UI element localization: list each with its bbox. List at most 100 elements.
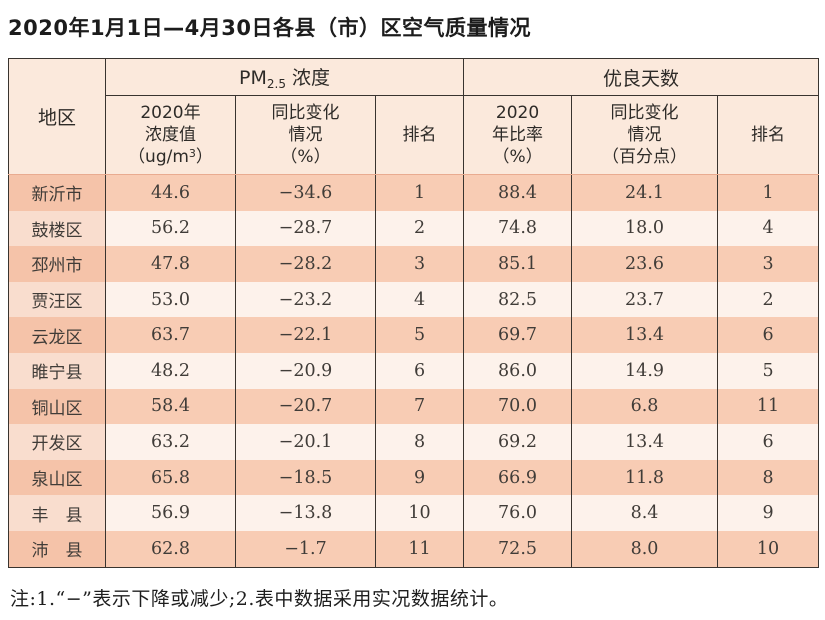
pm-change-cell: −1.7: [235, 530, 376, 568]
pm-rank-cell: 6: [374, 352, 465, 389]
region-cell: 鼓楼区: [8, 210, 106, 247]
table-row: 鼓楼区 56.2 −28.7 2 74.8 18.0 4: [8, 210, 820, 247]
header-sub-row: 2020年 浓度值 （ug/m3） 同比变化 情况 （%） 排名 2020 年比…: [9, 95, 820, 175]
good-rank-cell: 4: [717, 210, 820, 247]
table-row: 泉山区 65.8 −18.5 9 66.9 11.8 8: [8, 459, 820, 496]
pm-value-cell: 48.2: [105, 352, 236, 389]
good-change-cell: 18.0: [571, 210, 719, 247]
pm-change-cell: −18.5: [235, 459, 376, 496]
good-rate-cell: 82.5: [463, 281, 573, 318]
table-row: 开发区 63.2 −20.1 8 69.2 13.4 6: [8, 424, 820, 460]
pm-change-cell: −34.6: [235, 174, 376, 211]
region-cell: 云龙区: [8, 317, 106, 353]
pm-rank-cell: 10: [374, 495, 465, 531]
pm-change-cell: −28.2: [235, 246, 376, 282]
pm-rank-cell: 4: [374, 281, 465, 318]
pm-rank-cell: 2: [374, 210, 465, 247]
pm-value-cell: 56.9: [105, 495, 236, 531]
pm-rank-cell: 3: [374, 246, 465, 282]
header-region: 地区: [8, 58, 106, 175]
header-good-rank: 排名: [717, 95, 820, 175]
good-change-cell: 14.9: [571, 352, 719, 389]
good-rank-cell: 11: [717, 388, 820, 425]
region-cell: 沛 县: [8, 530, 106, 568]
header-pm25-group: PM2.5 浓度: [104, 58, 465, 96]
good-change-cell: 11.8: [571, 459, 719, 496]
pm-change-cell: −28.7: [235, 210, 376, 247]
page-title: 2020年1月1日—4月30日各县（市）区空气质量情况: [8, 16, 532, 40]
good-change-cell: 8.4: [571, 495, 719, 531]
good-change-cell: 24.1: [571, 174, 719, 211]
good-rate-cell: 88.4: [463, 174, 573, 211]
table-row: 丰 县 56.9 −13.8 10 76.0 8.4 9: [8, 495, 820, 531]
pm-rank-cell: 1: [374, 174, 465, 211]
table-row: 沛 县 62.8 −1.7 11 72.5 8.0 10: [8, 530, 820, 568]
header-good-days-group: 优良天数: [463, 58, 820, 96]
footnote: 注:1.“−”表示下降或减少;2.表中数据采用实况数据统计。: [10, 587, 509, 610]
pm-value-cell: 58.4: [105, 388, 236, 425]
good-change-cell: 23.7: [571, 281, 719, 318]
pm25-label-suffix: 浓度: [285, 67, 331, 89]
table-header: 地区 PM2.5 浓度 优良天数 2020年 浓度值 （ug/m3） 同比变化 …: [8, 58, 820, 175]
header-good-change: 同比变化 情况 （百分点）: [571, 95, 719, 175]
pm-value-cell: 53.0: [105, 281, 236, 318]
table-row: 贾汪区 53.0 −23.2 4 82.5 23.7 2: [8, 281, 820, 318]
pm-value-cell: 56.2: [105, 210, 236, 247]
air-quality-table: 地区 PM2.5 浓度 优良天数 2020年 浓度值 （ug/m3） 同比变化 …: [8, 58, 820, 568]
header-group-row: 地区 PM2.5 浓度 优良天数: [8, 58, 820, 175]
region-cell: 邳州市: [8, 246, 106, 282]
region-cell: 贾汪区: [8, 281, 106, 318]
table-row: 邳州市 47.8 −28.2 3 85.1 23.6 3: [8, 246, 820, 282]
pm-value-cell: 62.8: [105, 530, 236, 568]
pm-change-cell: −20.1: [235, 424, 376, 460]
good-rank-cell: 5: [717, 352, 820, 389]
good-rate-cell: 66.9: [463, 459, 573, 496]
pm-change-cell: −20.7: [235, 388, 376, 425]
good-rank-cell: 8: [717, 459, 820, 496]
header-pm-change: 同比变化 情况 （%）: [235, 95, 376, 175]
region-cell: 丰 县: [8, 495, 106, 531]
region-cell: 铜山区: [8, 388, 106, 425]
good-change-cell: 23.6: [571, 246, 719, 282]
good-rank-cell: 2: [717, 281, 820, 318]
pm-change-cell: −13.8: [235, 495, 376, 531]
pm-rank-cell: 11: [374, 530, 465, 568]
pm-rank-cell: 9: [374, 459, 465, 496]
header-pm-value: 2020年 浓度值 （ug/m3）: [105, 95, 236, 175]
good-rate-cell: 69.2: [463, 424, 573, 460]
good-rate-cell: 74.8: [463, 210, 573, 247]
good-rank-cell: 1: [717, 174, 820, 211]
good-rate-cell: 76.0: [463, 495, 573, 531]
good-change-cell: 8.0: [571, 530, 719, 568]
cubic-superscript: 3: [188, 147, 196, 161]
good-rank-cell: 6: [717, 424, 820, 460]
pm-value-cell: 44.6: [105, 174, 236, 211]
pm-value-cell: 65.8: [105, 459, 236, 496]
pm-rank-cell: 7: [374, 388, 465, 425]
pm-rank-cell: 5: [374, 317, 465, 353]
good-rate-cell: 86.0: [463, 352, 573, 389]
region-cell: 新沂市: [8, 174, 106, 211]
good-rank-cell: 3: [717, 246, 820, 282]
pm25-label-prefix: PM: [239, 67, 267, 89]
table-body: 新沂市 44.6 −34.6 1 88.4 24.1 1 鼓楼区 56.2 −2…: [8, 174, 820, 568]
pm25-subscript: 2.5: [266, 77, 286, 91]
table-row: 云龙区 63.7 −22.1 5 69.7 13.4 6: [8, 317, 820, 353]
header-pm-rank: 排名: [374, 95, 465, 175]
pm-value-cell: 47.8: [105, 246, 236, 282]
pm-value-line1: 2020年: [140, 102, 201, 123]
good-rank-cell: 10: [717, 530, 820, 568]
good-change-cell: 6.8: [571, 388, 719, 425]
good-rank-cell: 9: [717, 495, 820, 531]
table-row: 新沂市 44.6 −34.6 1 88.4 24.1 1: [8, 174, 820, 211]
pm-value-unit: （ug/m3）: [128, 147, 213, 168]
good-rate-cell: 72.5: [463, 530, 573, 568]
pm-change-cell: −23.2: [235, 281, 376, 318]
pm-change-cell: −20.9: [235, 352, 376, 389]
good-rank-cell: 6: [717, 317, 820, 353]
pm-value-cell: 63.2: [105, 424, 236, 460]
good-change-cell: 13.4: [571, 317, 719, 353]
pm-value-line2: 浓度值: [145, 124, 196, 145]
header-good-rate: 2020 年比率 （%）: [463, 95, 573, 175]
